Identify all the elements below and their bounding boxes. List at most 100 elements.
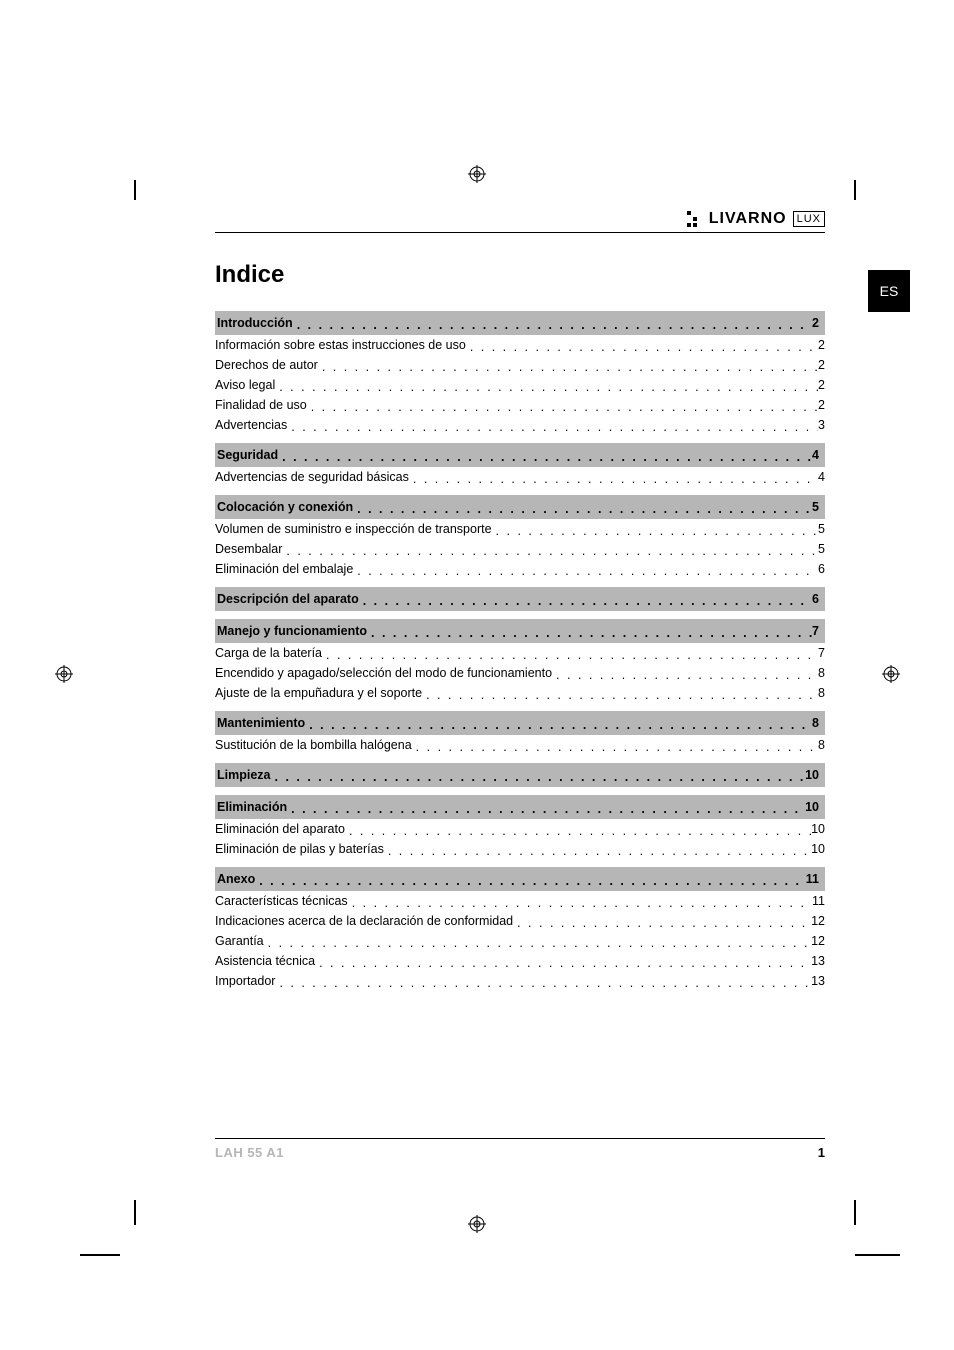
- toc-entry-page: 5: [818, 539, 825, 559]
- toc-entry-label: Finalidad de uso: [215, 395, 307, 415]
- toc-entry-page: 6: [818, 559, 825, 579]
- toc-leader: [348, 893, 812, 913]
- toc-entry-page: 13: [811, 951, 825, 971]
- toc-entry-label: Desembalar: [215, 539, 282, 559]
- toc-leader: [305, 715, 812, 735]
- toc-entry-label: Importador: [215, 971, 275, 991]
- toc-leader: [264, 933, 811, 953]
- registration-mark-bottom: [468, 1215, 486, 1233]
- toc-entry-page: 11: [812, 891, 825, 911]
- toc-entry: Eliminación del aparato 10: [215, 819, 825, 839]
- toc-entry-page: 12: [811, 911, 825, 931]
- toc-entry: Advertencias3: [215, 415, 825, 435]
- toc-entry-page: 8: [818, 663, 825, 683]
- toc-section-header: Limpieza10: [215, 763, 825, 787]
- toc-entry-page: 10: [811, 819, 825, 839]
- toc-section-title: Seguridad: [217, 445, 278, 465]
- toc-entry: Desembalar 5: [215, 539, 825, 559]
- footer-model: LAH 55 A1: [215, 1145, 284, 1160]
- toc-section-page: 7: [812, 621, 819, 641]
- toc-leader: [422, 685, 818, 705]
- toc-leader: [282, 541, 818, 561]
- toc-entry: Carga de la batería7: [215, 643, 825, 663]
- toc-entry-label: Sustitución de la bombilla halógena: [215, 735, 412, 755]
- toc-section-page: 10: [805, 797, 819, 817]
- toc-section-header: Anexo 11: [215, 867, 825, 891]
- toc-leader: [315, 953, 811, 973]
- toc-entry: Características técnicas 11: [215, 891, 825, 911]
- toc-section-page: 6: [812, 589, 819, 609]
- page-content: LIVARNO LUX ES Indice Introducción2Infor…: [215, 210, 825, 1160]
- toc-entry-label: Indicaciones acerca de la declaración de…: [215, 911, 513, 931]
- toc-entry-label: Eliminación del aparato: [215, 819, 345, 839]
- toc-leader: [275, 973, 811, 993]
- toc-section-title: Mantenimiento: [217, 713, 305, 733]
- toc-leader: [275, 377, 818, 397]
- toc-section-page: 11: [806, 869, 819, 889]
- toc-entry-label: Garantía: [215, 931, 264, 951]
- brand-logo: LIVARNO LUX: [687, 210, 825, 228]
- toc-section-page: 8: [812, 713, 819, 733]
- toc-section-title: Anexo: [217, 869, 255, 889]
- toc-leader: [278, 447, 812, 467]
- toc-section-header: Colocación y conexión5: [215, 495, 825, 519]
- toc-entry-label: Encendido y apagado/selección del modo d…: [215, 663, 552, 683]
- toc-entry: Finalidad de uso2: [215, 395, 825, 415]
- brand-bar: LIVARNO LUX: [215, 210, 825, 233]
- toc-entry-page: 2: [818, 335, 825, 355]
- toc-leader: [353, 499, 812, 519]
- toc-entry-label: Aviso legal: [215, 375, 275, 395]
- toc-entry-label: Carga de la batería: [215, 643, 322, 663]
- brand-dots-icon: [687, 211, 703, 227]
- toc-leader: [492, 521, 819, 541]
- toc-entry-label: Derechos de autor: [215, 355, 318, 375]
- toc-entry: Eliminación del embalaje 6: [215, 559, 825, 579]
- toc-section-page: 2: [812, 313, 819, 333]
- toc-leader: [353, 561, 818, 581]
- crop-mark-top-left: [100, 140, 150, 205]
- toc-section-header: Manejo y funcionamiento 7: [215, 619, 825, 643]
- toc-entry-page: 2: [818, 375, 825, 395]
- toc-entry: Advertencias de seguridad básicas4: [215, 467, 825, 487]
- toc-entry-label: Eliminación de pilas y baterías: [215, 839, 384, 859]
- toc-entry-label: Características técnicas: [215, 891, 348, 911]
- toc-entry-label: Eliminación del embalaje: [215, 559, 353, 579]
- footer-page-number: 1: [818, 1145, 825, 1160]
- toc-leader: [322, 645, 818, 665]
- toc-entry-page: 13: [811, 971, 825, 991]
- language-tab: ES: [868, 270, 910, 312]
- toc-entry: Importador 13: [215, 971, 825, 991]
- toc-section-title: Manejo y funcionamiento: [217, 621, 367, 641]
- toc-leader: [513, 913, 811, 933]
- toc-leader: [318, 357, 818, 377]
- toc-entry-page: 8: [818, 735, 825, 755]
- toc-section-title: Introducción: [217, 313, 293, 333]
- toc-entry: Sustitución de la bombilla halógena 8: [215, 735, 825, 755]
- toc-entry-page: 12: [811, 931, 825, 951]
- toc-section-header: Mantenimiento 8: [215, 711, 825, 735]
- toc-entry: Información sobre estas instrucciones de…: [215, 335, 825, 355]
- toc-leader: [384, 841, 811, 861]
- toc-entry-label: Volumen de suministro e inspección de tr…: [215, 519, 492, 539]
- toc-leader: [287, 799, 805, 819]
- page-footer: LAH 55 A1 1: [215, 1138, 825, 1160]
- brand-name: LIVARNO: [709, 210, 787, 228]
- toc-entry-page: 5: [818, 519, 825, 539]
- toc-leader: [255, 871, 806, 891]
- toc-entry-label: Ajuste de la empuñadura y el soporte: [215, 683, 422, 703]
- toc-entry: Eliminación de pilas y baterías 10: [215, 839, 825, 859]
- toc-entry-label: Asistencia técnica: [215, 951, 315, 971]
- toc-entry: Garantía 12: [215, 931, 825, 951]
- toc-entry: Asistencia técnica 13: [215, 951, 825, 971]
- toc-section-title: Eliminación: [217, 797, 287, 817]
- toc-entry-page: 8: [818, 683, 825, 703]
- toc-leader: [409, 469, 818, 489]
- toc-entry: Ajuste de la empuñadura y el soporte 8: [215, 683, 825, 703]
- toc-leader: [271, 767, 806, 787]
- brand-suffix: LUX: [793, 211, 825, 227]
- toc-entry-page: 10: [811, 839, 825, 859]
- toc-section-header: Introducción 2: [215, 311, 825, 335]
- toc-entry: Derechos de autor2: [215, 355, 825, 375]
- toc-entry: Indicaciones acerca de la declaración de…: [215, 911, 825, 931]
- toc-section-header: Descripción del aparato6: [215, 587, 825, 611]
